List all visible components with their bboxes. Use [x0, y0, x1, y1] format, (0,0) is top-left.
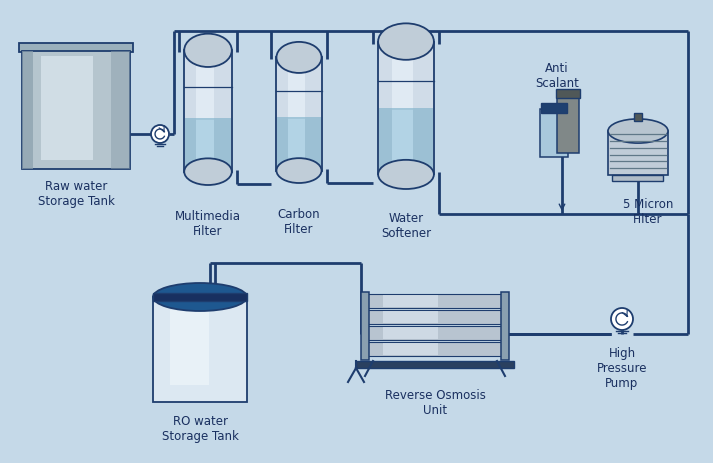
Bar [196, 121, 214, 170]
Bar [541, 104, 567, 114]
Text: RO water
Storage Tank: RO water Storage Tank [162, 414, 238, 442]
Text: Reverse Osmosis
Unit: Reverse Osmosis Unit [384, 388, 486, 416]
Bar [41, 56, 93, 160]
Bar [22, 52, 130, 169]
Bar [277, 118, 321, 171]
Text: Carbon
Filter: Carbon Filter [277, 207, 320, 236]
Bar [379, 109, 433, 175]
Bar [378, 43, 434, 175]
Bar [184, 51, 232, 172]
Bar [22, 52, 33, 169]
Ellipse shape [277, 159, 322, 184]
Bar [384, 343, 438, 355]
Bar [367, 326, 503, 340]
Circle shape [611, 308, 633, 330]
Bar [153, 294, 247, 301]
Bar [19, 44, 133, 53]
Bar [556, 90, 580, 99]
Bar [185, 119, 231, 172]
Bar [384, 311, 438, 323]
Bar [277, 58, 322, 171]
Ellipse shape [608, 119, 668, 144]
Circle shape [151, 126, 169, 144]
Bar [111, 52, 130, 169]
Ellipse shape [378, 24, 434, 61]
Bar [288, 60, 305, 169]
Text: Multimedia
Filter: Multimedia Filter [175, 210, 241, 238]
Bar [367, 294, 503, 308]
Bar [392, 111, 414, 173]
Bar [612, 175, 664, 181]
Ellipse shape [378, 161, 434, 189]
Bar [540, 110, 568, 158]
Text: Raw water
Storage Tank: Raw water Storage Tank [38, 180, 115, 207]
Ellipse shape [184, 35, 232, 68]
Bar [367, 310, 503, 324]
Text: Water
Softener: Water Softener [381, 212, 431, 239]
Bar [608, 131, 668, 175]
Ellipse shape [153, 283, 247, 311]
Ellipse shape [184, 159, 232, 186]
Bar [367, 342, 503, 356]
Bar [392, 44, 414, 173]
Bar [361, 292, 369, 360]
Bar [170, 310, 210, 385]
Text: 5 Micron
Filter: 5 Micron Filter [623, 198, 673, 225]
Bar [384, 327, 438, 339]
Bar [557, 96, 579, 154]
Text: Anti
Scalant: Anti Scalant [535, 62, 579, 90]
Ellipse shape [277, 43, 322, 74]
Bar [288, 120, 305, 169]
Bar [153, 297, 247, 402]
Bar [384, 295, 438, 307]
Bar [196, 53, 214, 170]
Bar [634, 113, 642, 121]
Bar [356, 361, 514, 368]
Text: High
Pressure
Pump: High Pressure Pump [597, 346, 647, 389]
Bar [501, 292, 509, 360]
